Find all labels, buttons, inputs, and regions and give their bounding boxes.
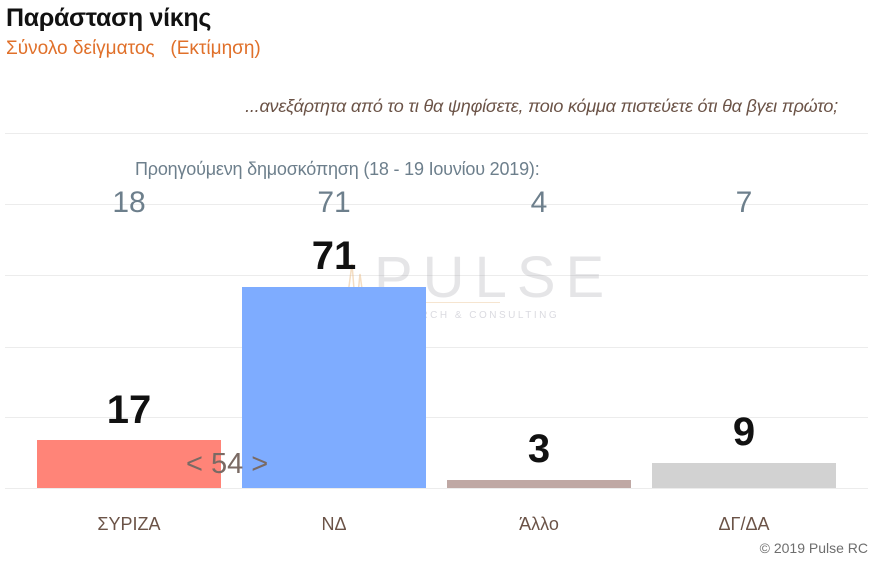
bar-syriza — [37, 440, 221, 488]
bar-nd — [242, 287, 426, 488]
gridline — [5, 347, 868, 348]
previous-poll-label: Προηγούμενη δημοσκόπηση (18 - 19 Ιουνίου… — [135, 159, 540, 179]
bar-other — [447, 480, 631, 488]
category-nd: ΝΔ — [321, 514, 347, 534]
chart-subtitle: Σύνολο δείγματος (Εκτίμηση) — [6, 38, 261, 59]
lead-difference: < 54 > — [186, 448, 269, 480]
gridline — [5, 275, 868, 276]
bar-value-other: 3 — [527, 427, 551, 471]
bar-value-nd: 71 — [311, 234, 357, 278]
category-other: Άλλο — [519, 514, 559, 534]
bar-value-dg-da: 9 — [732, 410, 756, 454]
previous-value-dg-da: 7 — [735, 186, 753, 219]
gridline — [5, 133, 868, 134]
copyright: © 2019 Pulse RC — [759, 540, 868, 556]
survey-question: ...ανεξάρτητα από το τι θα ψηφίσετε, ποι… — [245, 96, 838, 116]
category-syriza: ΣΥΡΙΖΑ — [97, 514, 161, 534]
previous-value-other: 4 — [530, 186, 548, 219]
previous-value-syriza: 18 — [112, 186, 146, 219]
chart-title: Παράσταση νίκης — [6, 4, 212, 32]
previous-value-nd: 71 — [317, 186, 351, 219]
category-dg-da: ΔΓ/ΔΑ — [718, 514, 770, 534]
bar-dg-da — [652, 463, 836, 488]
baseline — [5, 488, 868, 489]
bar-value-syriza: 17 — [106, 388, 152, 432]
gridline — [5, 204, 868, 205]
gridline — [5, 417, 868, 418]
